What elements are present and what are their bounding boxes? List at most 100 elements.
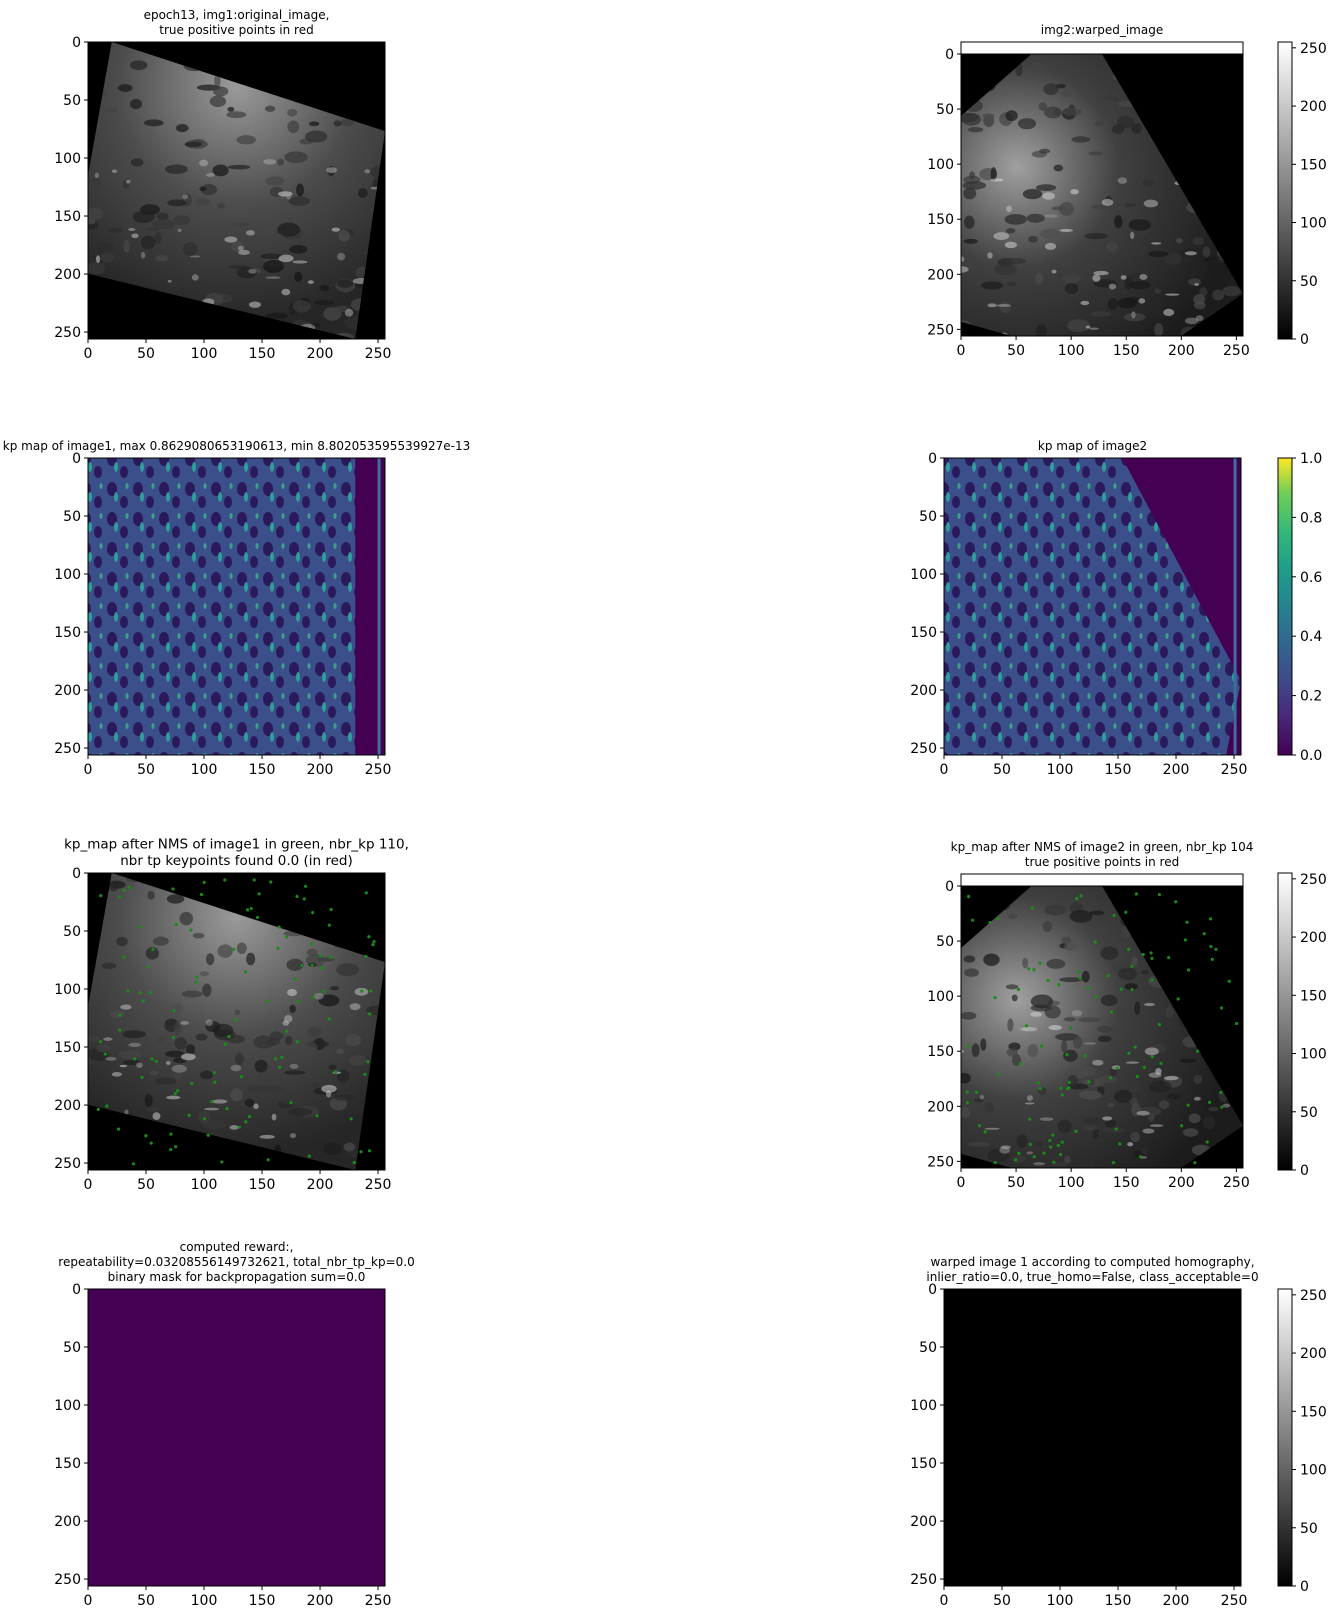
y-tick-label: 250: [54, 1572, 81, 1588]
axes-frame: [943, 457, 1242, 756]
keypoint-marker: [1207, 1100, 1212, 1104]
keypoint-marker: [148, 990, 153, 995]
keypoint-marker: [285, 1029, 289, 1033]
keypoint-marker: [1150, 956, 1154, 960]
colorbar-tick-label: 200: [1300, 1346, 1327, 1362]
keypoint-marker: [140, 1075, 144, 1080]
y-tick-label: 50: [919, 509, 937, 525]
subplot-title: epoch13, img1:original_image,: [144, 8, 330, 22]
y-tick-label: 100: [54, 982, 81, 998]
keypoint-marker: [1052, 1160, 1056, 1164]
keypoint-marker: [233, 1018, 238, 1022]
subplot-title: binary mask for backpropagation sum=0.0: [108, 1270, 366, 1284]
colorbar-tick-label: 0: [1300, 332, 1309, 348]
keypoint-marker: [276, 946, 280, 950]
keypoint-marker: [173, 1091, 177, 1096]
colorbar-tick-label: 0.8: [1300, 510, 1322, 526]
keypoint-marker: [1106, 973, 1111, 978]
keypoint-marker: [190, 1081, 194, 1085]
x-tick-label: 200: [307, 1593, 334, 1609]
subplot-8: warped image 1 according to computed hom…: [910, 1255, 1326, 1609]
subplot-title: computed reward:,: [180, 1240, 294, 1254]
keypoint-marker: [1075, 896, 1079, 901]
keypoint-marker: [289, 1101, 293, 1105]
keypoint-marker: [249, 907, 253, 911]
keypoint-marker: [1227, 979, 1231, 983]
keypoint-marker: [1051, 1133, 1055, 1137]
keypoint-marker: [206, 1133, 210, 1137]
keypoint-marker: [364, 891, 368, 895]
keypoint-marker: [122, 955, 126, 959]
y-tick-label: 50: [63, 1340, 81, 1356]
y-tick-label: 250: [927, 322, 954, 338]
subplot-title: warped image 1 according to computed hom…: [930, 1255, 1254, 1269]
y-tick-label: 250: [54, 325, 81, 341]
y-tick-label: 150: [54, 1456, 81, 1472]
keypoint-marker: [243, 970, 248, 974]
x-tick-label: 100: [191, 1177, 218, 1193]
x-tick-label: 200: [307, 762, 334, 778]
y-tick-label: 50: [63, 924, 81, 940]
colorbar: [1277, 1288, 1293, 1587]
keypoint-marker: [1130, 964, 1134, 968]
keypoint-marker: [141, 999, 145, 1003]
keypoint-marker: [1056, 1143, 1060, 1148]
keypoint-marker: [367, 935, 371, 939]
keypoint-marker: [103, 1052, 107, 1056]
keypoint-marker: [1028, 1117, 1032, 1121]
keypoint-marker: [1109, 1010, 1114, 1014]
keypoint-marker: [1127, 1051, 1131, 1055]
keypoint-marker: [1134, 892, 1139, 896]
axes-frame: [87, 872, 386, 1171]
keypoint-marker: [1124, 910, 1128, 914]
keypoint-marker: [1087, 1080, 1091, 1084]
keypoint-marker: [269, 880, 273, 884]
keypoint-marker: [1135, 1074, 1139, 1079]
colorbar-tick-label: 200: [1300, 930, 1327, 946]
y-tick-label: 100: [910, 1398, 937, 1414]
keypoint-marker: [1030, 906, 1034, 910]
x-tick-label: 200: [1168, 343, 1195, 359]
keypoint-marker: [295, 1040, 299, 1044]
y-tick-label: 100: [910, 567, 937, 583]
keypoint-marker: [977, 1124, 982, 1128]
keypoint-marker: [174, 1145, 178, 1149]
keypoint-marker: [310, 963, 314, 967]
x-tick-label: 250: [365, 1593, 392, 1609]
y-tick-label: 50: [63, 93, 81, 109]
colorbar-tick-label: 0.4: [1300, 629, 1322, 645]
keypoint-marker: [199, 892, 204, 897]
keypoint-marker: [315, 1114, 319, 1118]
keypoint-marker: [1185, 920, 1189, 924]
colorbar: [1277, 872, 1293, 1171]
keypoint-marker: [1069, 1026, 1073, 1030]
keypoint-marker: [1067, 1085, 1071, 1090]
keypoint-marker: [1235, 1021, 1239, 1026]
colorbar-tick-label: 0.6: [1300, 570, 1322, 586]
x-tick-label: 200: [1163, 762, 1190, 778]
x-tick-label: 250: [365, 1177, 392, 1193]
subplot-1: epoch13, img1:original_image,true positi…: [54, 8, 391, 362]
keypoint-marker: [172, 1009, 176, 1013]
keypoint-marker: [1220, 1105, 1224, 1109]
keypoint-marker: [319, 966, 324, 970]
keypoint-marker: [295, 894, 299, 899]
keypoint-marker: [202, 1117, 207, 1121]
keypoint-marker: [1205, 1140, 1209, 1144]
keypoint-marker: [1079, 894, 1083, 898]
keypoint-marker: [367, 1012, 372, 1016]
keypoint-marker: [150, 1057, 154, 1061]
x-tick-label: 50: [137, 1593, 155, 1609]
x-tick-label: 0: [84, 762, 93, 778]
colorbar-tick-label: 0: [1300, 1579, 1309, 1595]
y-tick-label: 200: [54, 1098, 81, 1114]
keypoint-marker: [322, 989, 326, 994]
keypoint-marker: [971, 918, 975, 922]
keypoint-marker: [252, 878, 256, 882]
y-tick-label: 150: [54, 1040, 81, 1056]
keypoint-marker: [1028, 1142, 1032, 1146]
y-tick-label: 50: [63, 509, 81, 525]
x-tick-label: 100: [191, 1593, 218, 1609]
keypoint-marker: [126, 989, 130, 993]
subplot-title: kp_map after NMS of image1 in green, nbr…: [64, 837, 409, 853]
